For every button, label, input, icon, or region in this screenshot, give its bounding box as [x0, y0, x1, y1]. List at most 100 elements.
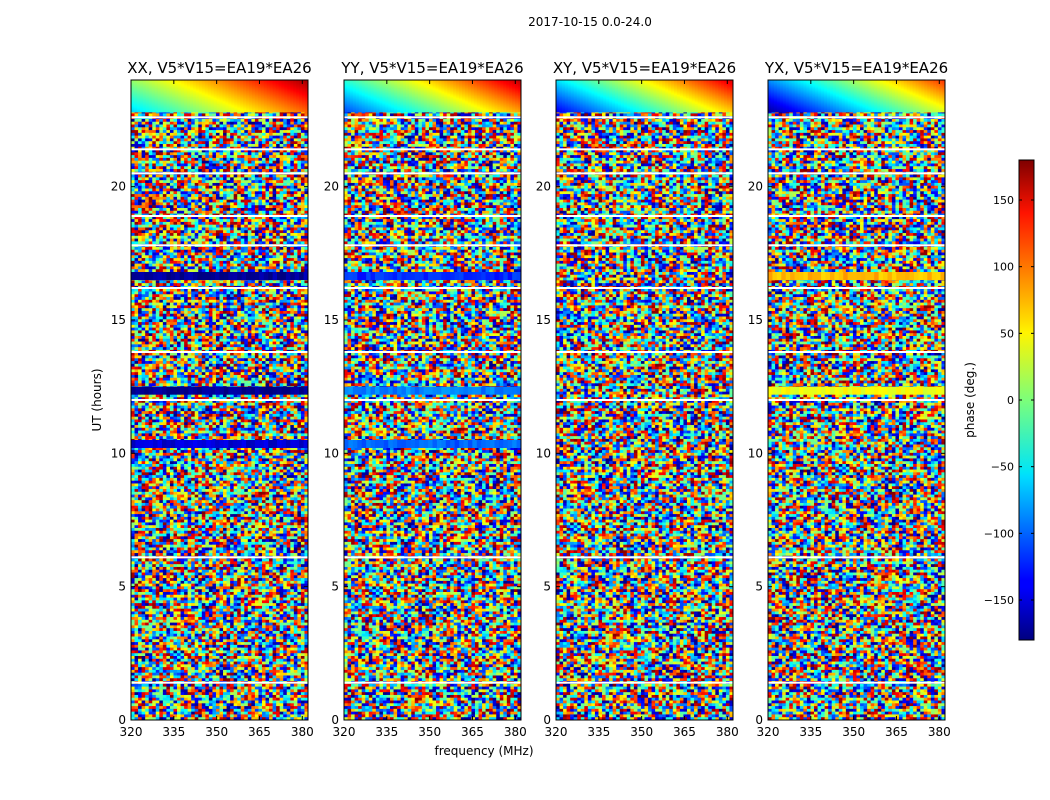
- heatmap-cell: [152, 127, 156, 130]
- heatmap-cell: [159, 125, 163, 128]
- heatmap-cell: [283, 122, 287, 125]
- heatmap-cell: [248, 113, 252, 116]
- heatmap-cell: [220, 122, 224, 125]
- heatmap-cell: [230, 125, 234, 128]
- heatmap-cell: [166, 125, 170, 128]
- heatmap-cell: [205, 125, 209, 128]
- heatmap-cell: [297, 125, 301, 128]
- heatmap-cell: [216, 122, 220, 125]
- heatmap-cell: [294, 125, 298, 128]
- heatmap-cell: [184, 119, 188, 122]
- heatmap-cell: [152, 119, 156, 122]
- heatmap-cell: [301, 125, 305, 128]
- heatmap-cell: [287, 113, 291, 116]
- heatmap-cell: [234, 119, 238, 122]
- heatmap-cell: [205, 119, 209, 122]
- heatmap-cell: [177, 125, 181, 128]
- heatmap-cell: [209, 127, 213, 130]
- heatmap-cell: [255, 113, 259, 116]
- heatmap-cell: [276, 119, 280, 122]
- heatmap-cell: [142, 127, 146, 130]
- heatmap-cell: [276, 113, 280, 116]
- heatmap-cell: [237, 122, 241, 125]
- heatmap-cell: [237, 119, 241, 122]
- heatmap-cell: [273, 113, 277, 116]
- heatmap-cell: [223, 125, 227, 128]
- heatmap-cell: [209, 125, 213, 128]
- heatmap-cell: [223, 122, 227, 125]
- heatmap-cell: [149, 125, 153, 128]
- heatmap-cell: [273, 125, 277, 128]
- heatmap-cell: [135, 122, 139, 125]
- heatmap-cell: [273, 119, 277, 122]
- heatmap-cell: [173, 119, 177, 122]
- heatmap-cell: [262, 113, 266, 116]
- heatmap-cell: [184, 122, 188, 125]
- heatmap-cell: [258, 119, 262, 122]
- heatmap-cell: [234, 125, 238, 128]
- heatmap-cell: [290, 113, 294, 116]
- heatmap-cell: [188, 125, 192, 128]
- heatmap-cell: [251, 119, 255, 122]
- heatmap-cell: [230, 119, 234, 122]
- heatmap-cell: [131, 125, 135, 128]
- heatmap-cell: [283, 119, 287, 122]
- heatmap-cell: [181, 122, 185, 125]
- heatmap-cell: [131, 127, 135, 130]
- heatmap-cell: [202, 113, 206, 116]
- heatmap-cell: [156, 122, 160, 125]
- heatmap-cell: [280, 125, 284, 128]
- heatmap-cell: [269, 125, 273, 128]
- heatmap-cell: [142, 113, 146, 116]
- heatmap-cell: [170, 113, 174, 116]
- heatmap-cell: [255, 119, 259, 122]
- heatmap-cell: [163, 122, 167, 125]
- heatmap-cell: [166, 122, 170, 125]
- heatmap-cell: [202, 122, 206, 125]
- heatmap-cell: [191, 119, 195, 122]
- heatmap-cell: [255, 125, 259, 128]
- figure: 2017-10-15 0.0-24.0 UT (hours) frequency…: [0, 0, 1050, 800]
- heatmap-cell: [135, 119, 139, 122]
- heatmap-cell: [241, 122, 245, 125]
- heatmap-cell: [163, 113, 167, 116]
- heatmap-cell: [135, 125, 139, 128]
- heatmap-cell: [273, 122, 277, 125]
- heatmap-cell: [184, 125, 188, 128]
- heatmap-cell: [145, 125, 149, 128]
- heatmap-cell: [287, 122, 291, 125]
- heatmap-cell: [276, 122, 280, 125]
- heatmap-cell: [280, 119, 284, 122]
- heatmap-cell: [163, 119, 167, 122]
- figure-title: 2017-10-15 0.0-24.0: [528, 15, 652, 29]
- heatmap-cell: [287, 125, 291, 128]
- heatmap-cell: [198, 113, 202, 116]
- y-axis-label: UT (hours): [90, 368, 104, 431]
- heatmap-cell: [220, 125, 224, 128]
- heatmap-cell: [142, 122, 146, 125]
- heatmap-cell: [181, 113, 185, 116]
- heatmap-cell: [276, 125, 280, 128]
- heatmap-cell: [170, 125, 174, 128]
- heatmap-cell: [138, 113, 142, 116]
- heatmap-cell: [173, 127, 177, 130]
- heatmap-cell: [230, 113, 234, 116]
- heatmap-cell: [237, 113, 241, 116]
- heatmap-cell: [177, 127, 181, 130]
- heatmap-cell: [177, 119, 181, 122]
- heatmap-cell: [237, 125, 241, 128]
- heatmap-cell: [166, 127, 170, 130]
- heatmap-cell: [266, 119, 270, 122]
- heatmap-cell: [223, 119, 227, 122]
- heatmap-cell: [290, 122, 294, 125]
- heatmap-cell: [149, 122, 153, 125]
- heatmap-cell: [216, 125, 220, 128]
- heatmap-cell: [198, 125, 202, 128]
- heatmap-cell: [138, 119, 142, 122]
- heatmap-cell: [251, 122, 255, 125]
- heatmap-cell: [202, 125, 206, 128]
- heatmap-cell: [142, 125, 146, 128]
- heatmap-cell: [159, 119, 163, 122]
- heatmap-cell: [227, 125, 231, 128]
